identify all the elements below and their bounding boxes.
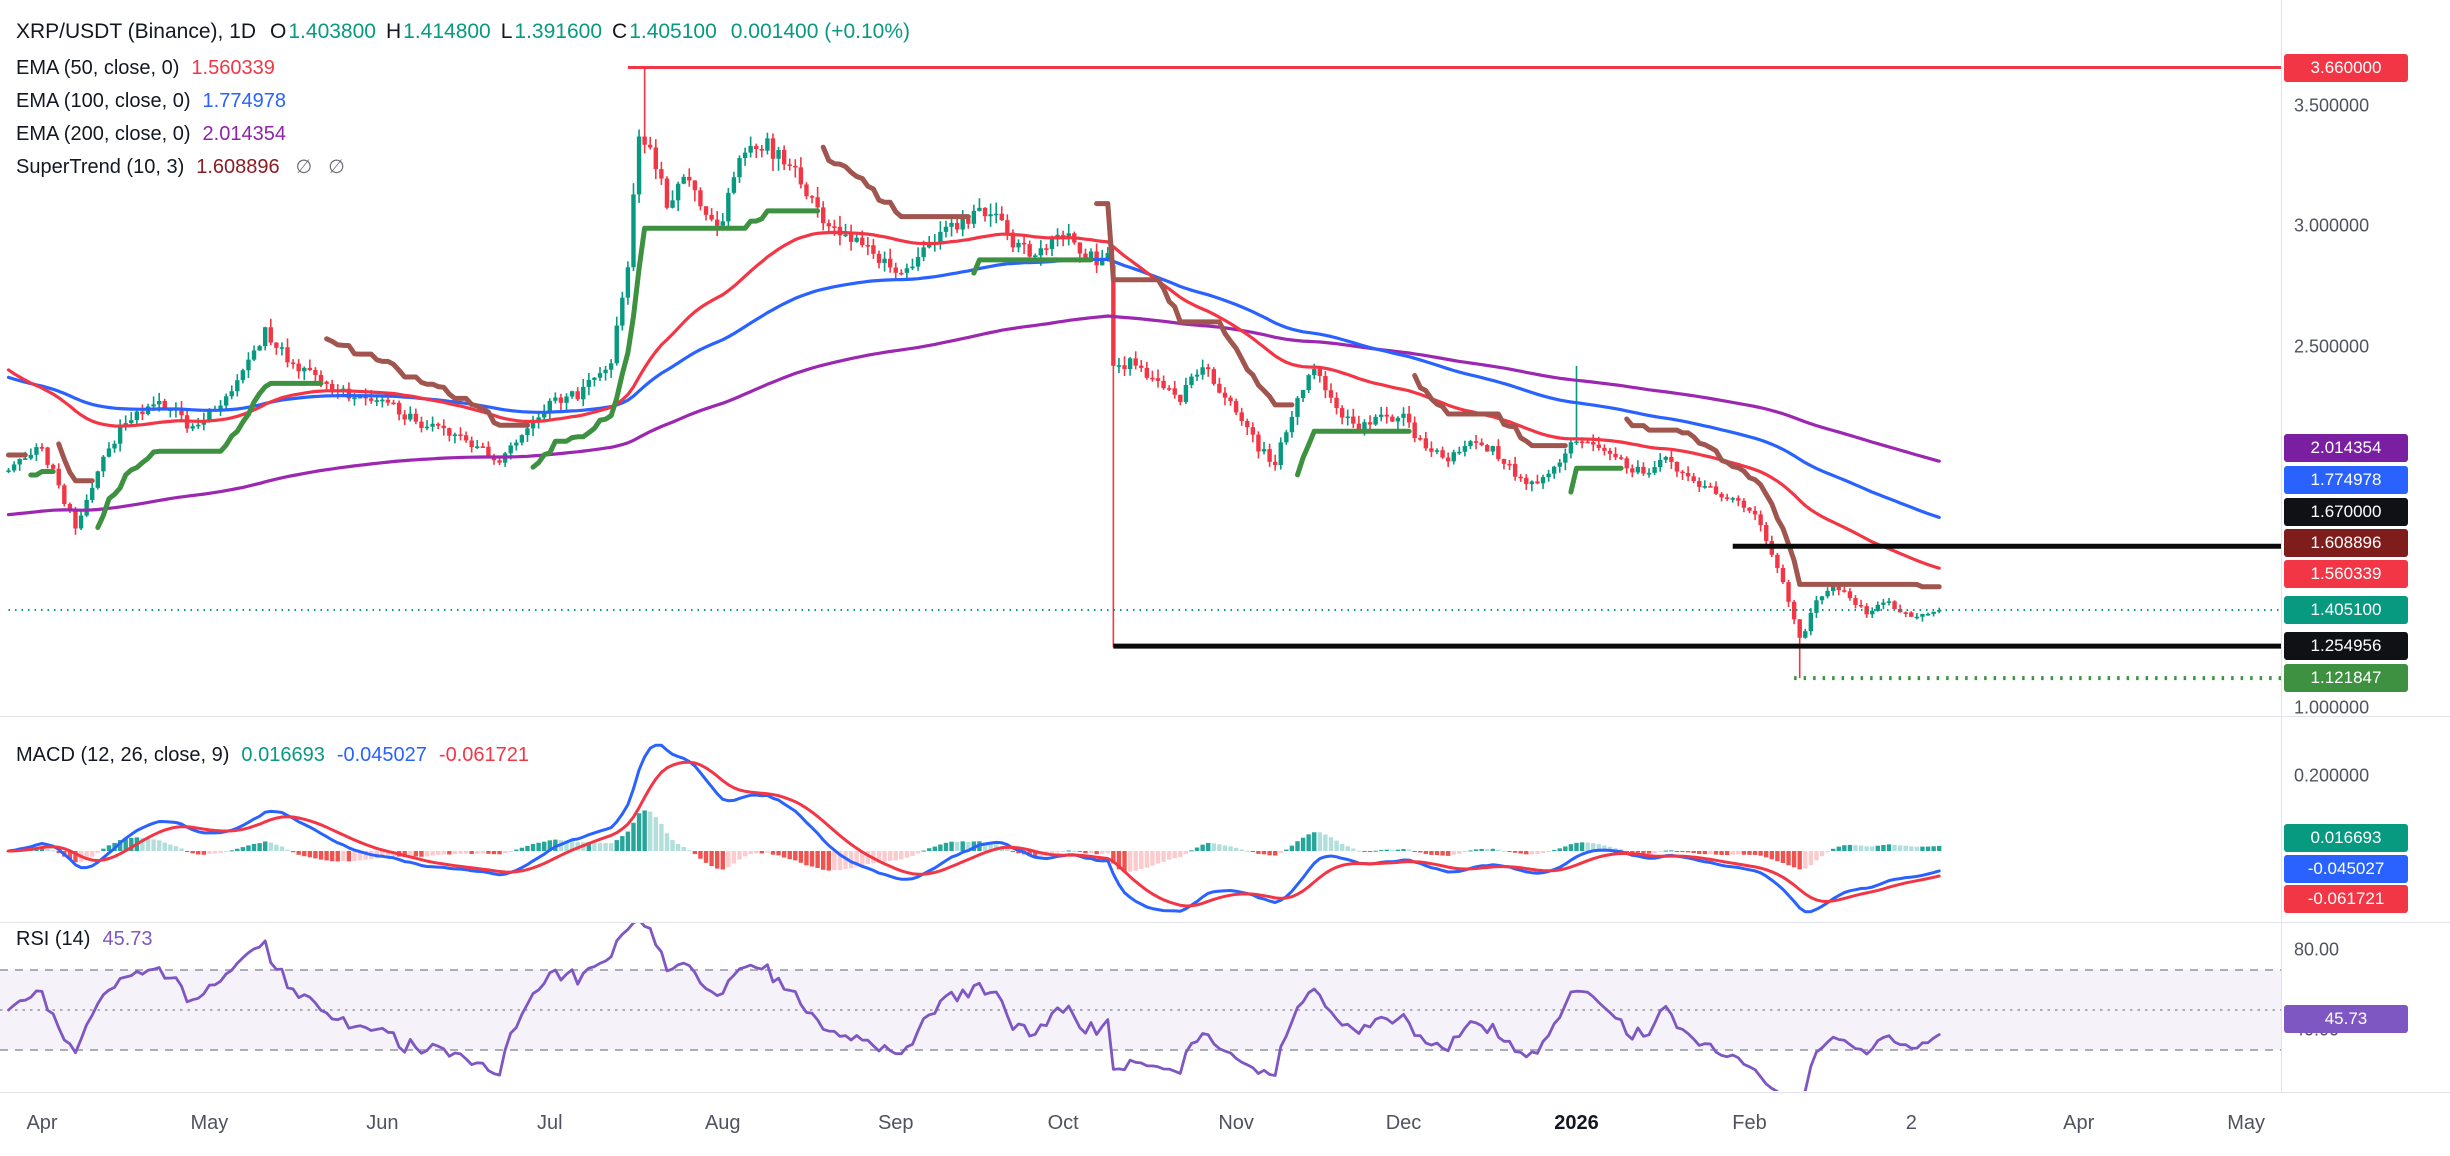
time-axis-separator xyxy=(0,1092,2450,1093)
indicator-label: EMA (200, close, 0) xyxy=(16,123,191,145)
rsi-axis-label: 80.00 xyxy=(2294,939,2340,960)
legend-row-ema100[interactable]: EMA (100, close, 0) 1.774978 xyxy=(16,90,286,113)
low-label: L xyxy=(500,20,513,43)
macd-line-value: -0.045027 xyxy=(336,744,427,766)
rsi-value: 45.73 xyxy=(102,928,153,950)
macd-hist-value: 0.016693 xyxy=(241,744,325,766)
time-axis-label: Jun xyxy=(366,1112,399,1134)
symbol-title[interactable]: XRP/USDT (Binance), 1D xyxy=(16,20,257,43)
indicator-value: 1.560339 xyxy=(191,57,275,79)
price-axis-badge: 1.254956 xyxy=(2284,632,2408,660)
time-axis-label: Apr xyxy=(26,1112,58,1134)
time-axis-label: Nov xyxy=(1218,1112,1254,1134)
macd-axis-badge: -0.061721 xyxy=(2284,885,2408,913)
time-axis-label: Sep xyxy=(877,1112,914,1134)
price-axis-label: 2.500000 xyxy=(2294,336,2370,357)
time-axis-label: 2 xyxy=(1905,1112,1917,1134)
price-axis-label: 3.500000 xyxy=(2294,95,2370,116)
macd-axis-label: 0.200000 xyxy=(2294,765,2370,786)
time-axis-label: Feb xyxy=(1732,1112,1767,1134)
ohlc-readout: O 1.403800 H 1.414800 L 1.391600 C 1.405100 xyxy=(270,20,717,44)
low-value: 1.391600 xyxy=(514,20,603,43)
indicator-label: EMA (50, close, 0) xyxy=(16,57,180,79)
time-axis-label: Jul xyxy=(536,1112,563,1134)
indicator-value: 1.608896 xyxy=(196,156,280,178)
legend-row-ema50[interactable]: EMA (50, close, 0) 1.560339 xyxy=(16,57,275,80)
indicator-label: RSI (14) xyxy=(16,928,91,950)
time-axis-label: Apr xyxy=(2063,1112,2095,1134)
indicator-label: SuperTrend (10, 3) xyxy=(16,156,185,178)
time-axis-label: Oct xyxy=(1047,1112,1079,1134)
pane-separator-macd[interactable] xyxy=(0,716,2450,717)
indicator-value: 1.774978 xyxy=(202,90,286,112)
price-change: 0.001400 (+0.10%) xyxy=(730,20,910,43)
hide-indicator-icon[interactable]: ∅ xyxy=(328,157,345,178)
price-axis-label: 3.000000 xyxy=(2294,215,2370,236)
price-axis-badge: 1.121847 xyxy=(2284,664,2408,692)
price-axis-badge: 1.608896 xyxy=(2284,529,2408,557)
close-value: 1.405100 xyxy=(629,20,717,43)
high-label: H xyxy=(385,20,402,43)
time-axis-label: May xyxy=(2227,1112,2265,1134)
price-axis-badge: 1.670000 xyxy=(2284,498,2408,526)
hide-indicator-icon[interactable]: ∅ xyxy=(295,157,313,178)
high-value: 1.414800 xyxy=(403,20,491,43)
indicator-label: EMA (100, close, 0) xyxy=(16,90,191,112)
legend-row-supertrend[interactable]: SuperTrend (10, 3) 1.608896 ∅ ∅ xyxy=(16,156,345,179)
close-label: C xyxy=(612,20,628,43)
price-axis-badge: 1.560339 xyxy=(2284,560,2408,588)
price-axis-badge: 2.014354 xyxy=(2284,434,2408,462)
time-axis-label: May xyxy=(190,1112,229,1134)
macd-header[interactable]: MACD (12, 26, close, 9) 0.016693 -0.0450… xyxy=(16,744,529,767)
rsi-header[interactable]: RSI (14) 45.73 xyxy=(16,928,153,951)
open-value: 1.403800 xyxy=(288,20,376,43)
pane-separator-rsi[interactable] xyxy=(0,922,2450,923)
macd-signal-value: -0.061721 xyxy=(438,744,529,766)
symbol-header: XRP/USDT (Binance), 1D O 1.403800 H 1.4148… xyxy=(16,20,910,44)
macd-axis-badge: -0.045027 xyxy=(2284,855,2408,883)
open-label: O xyxy=(270,20,287,43)
legend-row-ema200[interactable]: EMA (200, close, 0) 2.014354 xyxy=(16,123,286,146)
price-axis-badge: 1.774978 xyxy=(2284,466,2408,494)
indicator-label: MACD (12, 26, close, 9) xyxy=(16,744,230,766)
rsi-axis-badge: 45.73 xyxy=(2284,1004,2408,1033)
price-axis-border xyxy=(2281,0,2282,1092)
time-axis-label: Aug xyxy=(704,1112,741,1134)
price-axis-label: 1.000000 xyxy=(2294,697,2370,717)
price-axis-badge: 1.405100 xyxy=(2284,596,2408,624)
time-axis-label: 2026 xyxy=(1554,1112,1599,1134)
price-axis-badge: 3.660000 xyxy=(2284,53,2408,82)
time-axis-label: Dec xyxy=(1385,1112,1422,1134)
indicator-value: 2.014354 xyxy=(202,123,286,145)
macd-axis-badge: 0.016693 xyxy=(2284,824,2408,852)
